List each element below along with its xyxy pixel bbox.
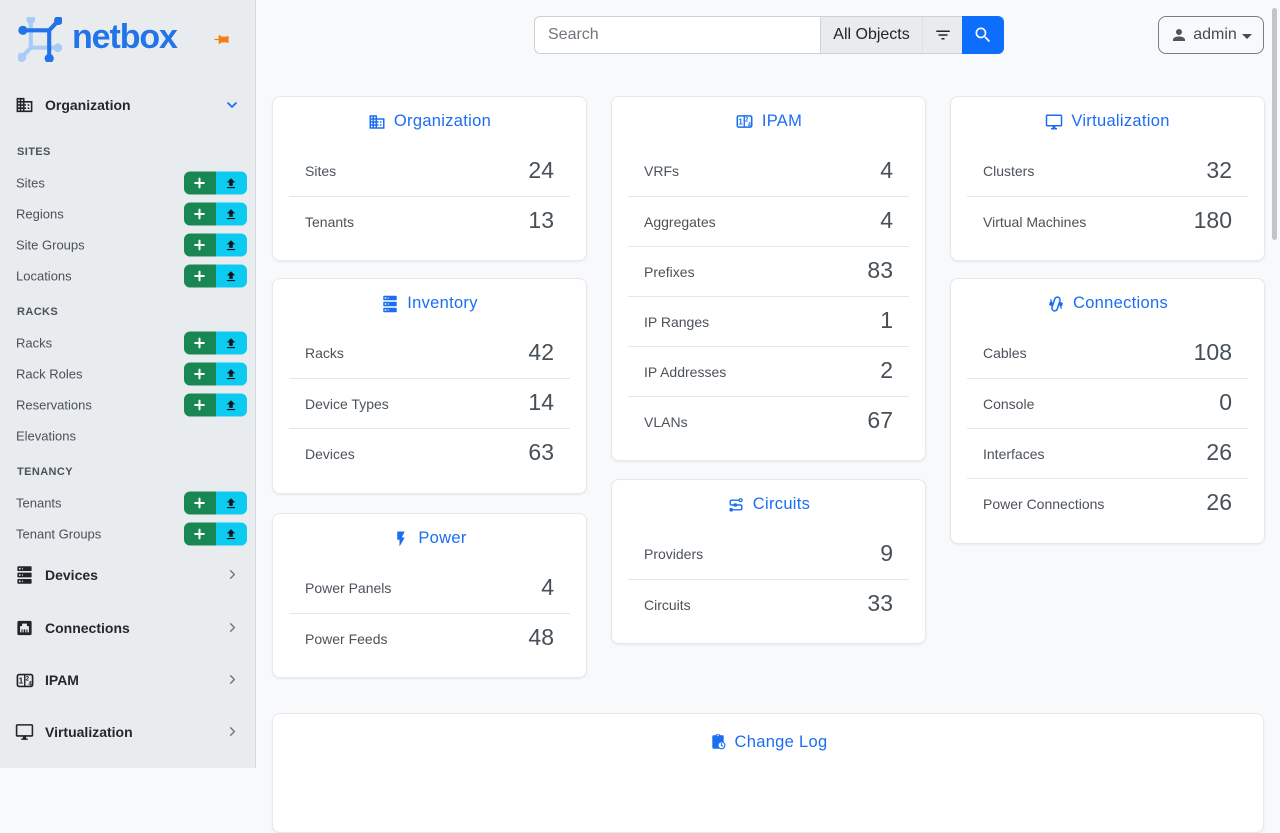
svg-text:1: 1 — [19, 676, 24, 686]
svg-text:4: 4 — [28, 681, 32, 688]
svg-text:1: 1 — [738, 118, 743, 127]
svg-text:2: 2 — [26, 675, 30, 682]
svg-text:2: 2 — [745, 117, 749, 123]
svg-text:4: 4 — [747, 122, 751, 128]
